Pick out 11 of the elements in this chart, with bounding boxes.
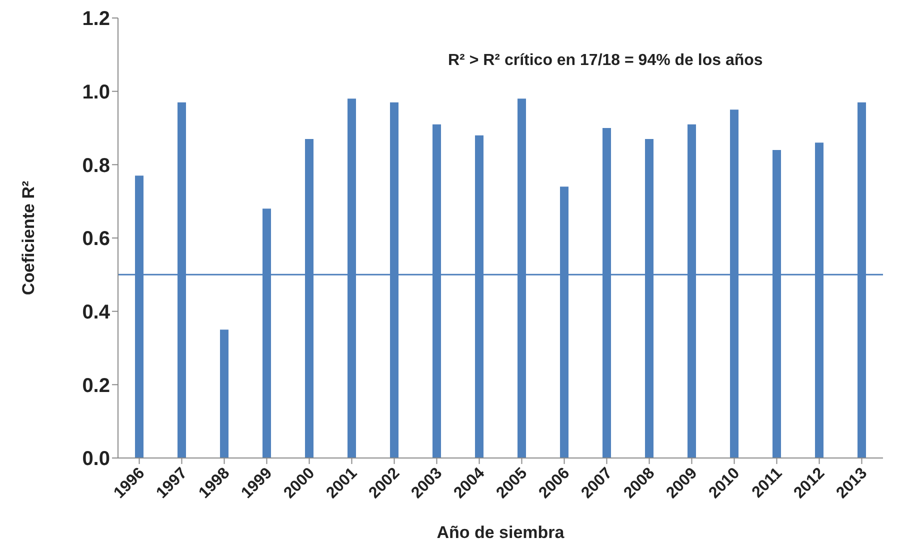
y-axis-title: Coeficiente R² bbox=[19, 180, 38, 296]
y-tick-label: 0.6 bbox=[82, 228, 110, 250]
annotation: R² > R² crítico en 17/18 = 94% de los años bbox=[448, 52, 763, 70]
y-tick-label: 1.2 bbox=[82, 8, 110, 30]
y-tick-label: 0.8 bbox=[82, 154, 110, 177]
y-tick-label: 0.4 bbox=[82, 301, 111, 324]
bar bbox=[220, 330, 228, 458]
y-tick-label: 1.0 bbox=[82, 81, 110, 104]
y-tick-label: 0.0 bbox=[82, 448, 110, 470]
y-tick-label: 0.2 bbox=[82, 374, 110, 397]
x-axis-title: Año de siembra bbox=[436, 523, 565, 542]
